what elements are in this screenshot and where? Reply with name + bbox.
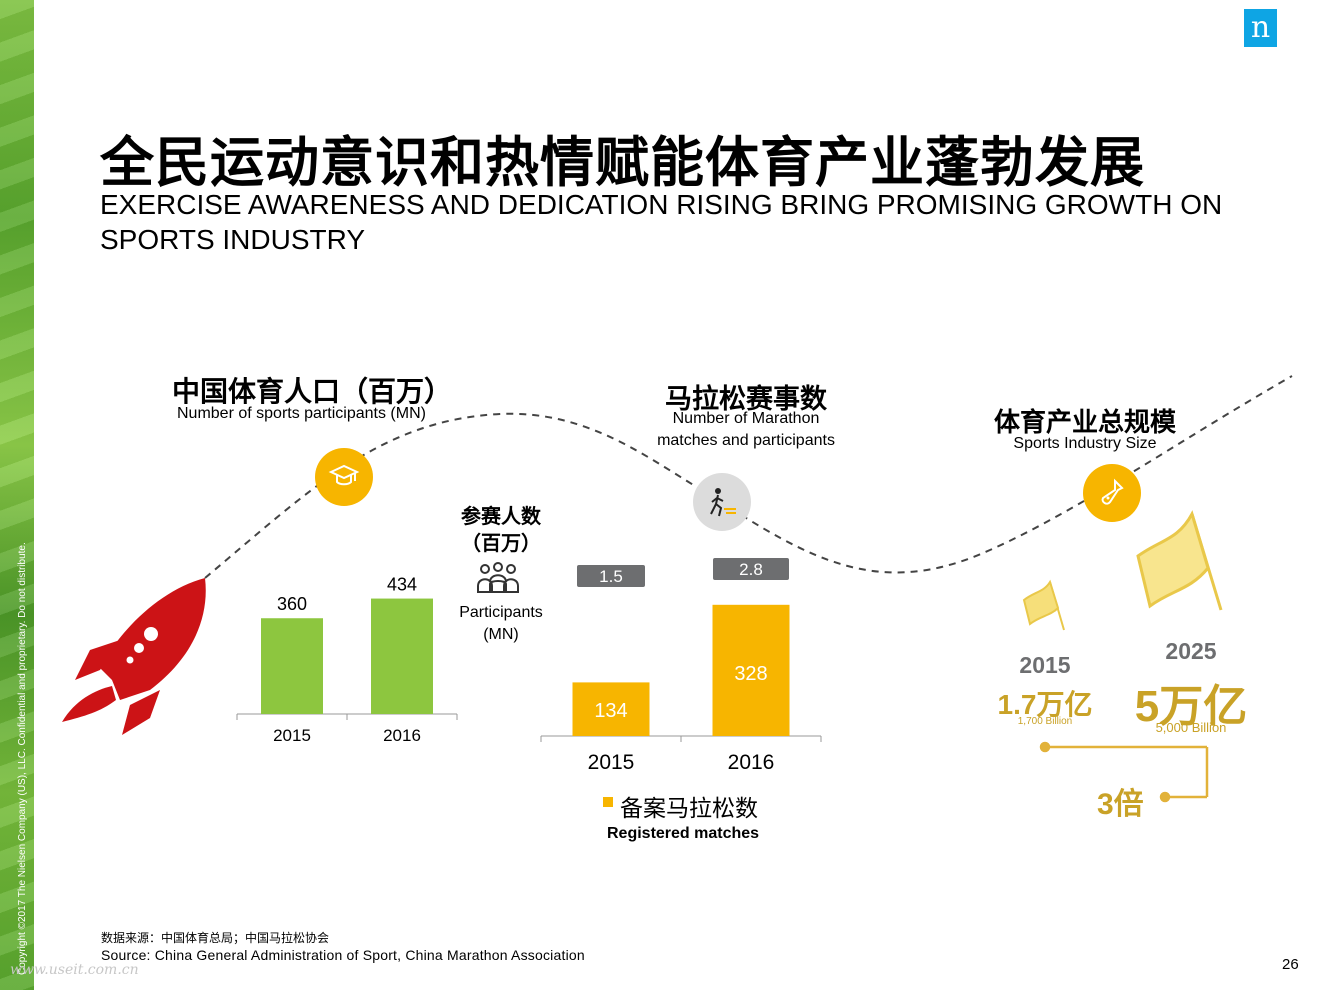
industry-title-cn: 体育产业总规模: [993, 407, 1176, 437]
rocket-window: [144, 627, 158, 641]
sidebar-decoration: [0, 0, 34, 990]
participants-box: [577, 565, 645, 587]
rocket-window: [126, 656, 134, 664]
participants-title-cn: 中国体育人口（百万）: [172, 376, 453, 407]
bar: [712, 604, 790, 736]
data-label: 328: [734, 663, 767, 685]
checkered-flag-icon: [1136, 510, 1223, 611]
bar: [572, 682, 650, 736]
legend-swatch-orange: [603, 797, 613, 807]
marathon-title-cn: 马拉松赛事数: [665, 384, 827, 414]
rocket-window: [134, 643, 144, 653]
flask-icon: [1083, 464, 1141, 522]
participants-title-en: Number of sports participants (MN): [177, 405, 426, 422]
x-tick-label: 2016: [383, 726, 421, 745]
runner-icon: [693, 473, 751, 531]
industry-sub-2015: 1,700 Billion: [1017, 716, 1073, 727]
industry-value-2025: 5万亿: [1134, 682, 1248, 731]
industry-sub-2025: 5,000 Billion: [1155, 720, 1227, 735]
source-cn: 数据来源：中国体育总局；中国马拉松协会: [101, 931, 330, 945]
legend-label-cn: 备案马拉松数: [620, 795, 758, 821]
watermark: www.useit.com.cn: [10, 962, 139, 978]
page-title-cn: 全民运动意识和热情赋能体育产业蓬勃发展: [100, 133, 1145, 193]
bar: [261, 618, 323, 714]
x-tick-label: 2016: [728, 751, 775, 774]
industry-year-2015: 2015: [1019, 652, 1071, 678]
participants-label: 1.5: [599, 567, 623, 586]
checkered-flag-icon: [1022, 579, 1065, 631]
multiplier-connector: [1039, 741, 1209, 803]
growth-multiplier: 3倍: [1097, 788, 1144, 821]
people-group-icon: [475, 560, 521, 601]
industry-value-2015: 1.7万亿: [997, 689, 1093, 720]
copyright-notice: Copyright ©2017 The Nielsen Company (US)…: [17, 542, 28, 975]
x-tick-label: 2015: [273, 726, 311, 745]
participants-label-cn-line1: 参赛人数: [461, 506, 541, 528]
data-label: 134: [594, 700, 627, 722]
source-en: Source: China General Administration of …: [101, 947, 585, 963]
data-label: 360: [277, 594, 307, 614]
participants-box: [713, 558, 789, 580]
page-number: 26: [1282, 956, 1299, 973]
industry-year-2025: 2025: [1165, 638, 1217, 664]
graduation-cap-icon: [315, 448, 373, 506]
marathon-title-en-line1: Number of Marathon: [672, 410, 820, 427]
nielsen-logo: n: [1244, 9, 1277, 47]
participants-label-en-line2: (MN): [483, 626, 519, 643]
marathon-title-en-line2: matches and participants: [657, 432, 835, 449]
data-label: 434: [387, 575, 417, 595]
bar: [371, 598, 433, 714]
page-title-en: EXERCISE AWARENESS AND DEDICATION RISING…: [100, 189, 1223, 255]
participants-label: 2.8: [739, 560, 763, 579]
legend-label-en: Registered matches: [607, 825, 760, 842]
participants-label-en-line1: Participants: [459, 604, 543, 621]
industry-title-en: Sports Industry Size: [1013, 435, 1157, 452]
participants-label-cn-line2: （百万）: [461, 533, 541, 555]
x-tick-label: 2015: [588, 751, 635, 774]
